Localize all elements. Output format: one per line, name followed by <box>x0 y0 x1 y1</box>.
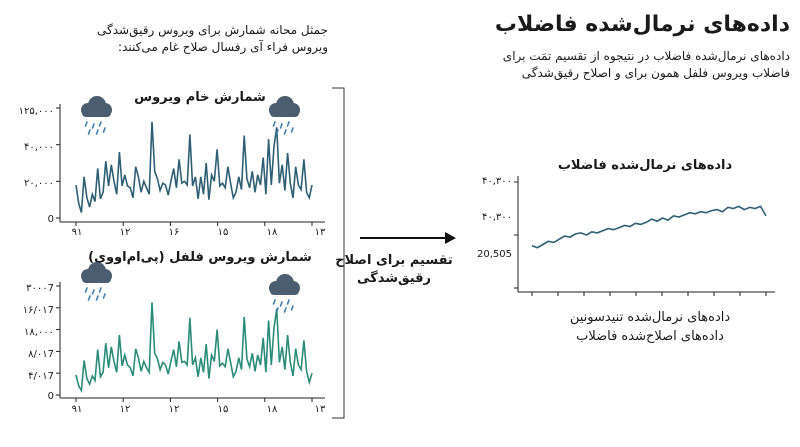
chart2-xtick: ۱۳ <box>314 404 326 415</box>
bracket-line <box>332 87 345 419</box>
chart3-series-line <box>531 205 767 249</box>
chart2-ytick: ۳۰۰۰7 <box>26 283 54 294</box>
chart1-xtick: ۱۸ <box>266 227 278 238</box>
chart1-ytick: ۲۰,۰۰۰ <box>23 178 54 189</box>
chart3-ytick: ۴۰,۳۰۰ <box>481 212 512 223</box>
page-title: داده‌های نرمال‌شده فاضلاب <box>494 12 790 37</box>
desc-line-1: داده‌های نرمال‌شده فاضلاب در نتیجوه از ت… <box>502 49 790 63</box>
chart3-ytick: 20,505 <box>477 249 512 260</box>
chart1-xtick: ۹۱ <box>71 227 83 238</box>
chart2-ytick: ۱۶/۰۱7 <box>22 305 54 316</box>
raw-count-chart-title: شمارش خام ویروس <box>134 90 266 105</box>
arrow-label-line-2: رقیق‌شدگی <box>356 271 432 286</box>
pmmov-chart-title: شمارش ویروس فلفل (پی‌ام‌اووی) <box>88 250 312 265</box>
chart2-series-line <box>75 302 313 394</box>
chart1-ytick: ۱۲۵,۰۰۰ <box>18 106 54 117</box>
chart1-xtick: ۱۶ <box>168 227 180 238</box>
arrow-label-line-1: تقسیم برای اصلاح <box>335 253 453 268</box>
chart2-ytick: ۸/۰۱7 <box>28 349 54 360</box>
chart1-xtick: ۱۳ <box>314 227 326 238</box>
arrow-label: تقسیم برای اصلاح رقیق‌شدگی <box>333 252 455 288</box>
chart1-xtick: ۱۵ <box>217 227 229 238</box>
legend-line-1: داده‌های نرمال‌شده تنیدسونین <box>569 310 731 325</box>
chart1-series-line <box>75 121 313 213</box>
chart2-xtick: ۱۸ <box>266 404 278 415</box>
chart1-xtick: ۱۲ <box>119 227 131 238</box>
chart1-ytick: 0 <box>47 214 54 225</box>
rain-cloud-icon <box>81 262 112 301</box>
intro-line-1: جمثل محانه شمارش برای ویروس رقیق‌شدگی <box>97 23 328 37</box>
chart2-ytick: ۱۸,۰۰۰ <box>23 327 54 338</box>
chart2-ytick: 0 <box>47 391 54 402</box>
chart2-ytick: ۴/۰۱7 <box>28 371 54 382</box>
normalized-chart-title: داده‌های نرمال‌شده فاضلاب <box>557 158 733 173</box>
intro-line-2: ویروس فراء آی رفسال صلاح غام می‌کنند: <box>118 40 328 54</box>
rain-cloud-icon <box>269 274 300 313</box>
chart3-ytick: ۴۰,۳۰۰ <box>481 176 512 187</box>
normalized-legend: داده‌های نرمال‌شده تنیدسونین داده‌های اص… <box>520 308 780 346</box>
intro-text: جمثل محانه شمارش برای ویروس رقیق‌شدگی وی… <box>60 22 328 56</box>
right-description: داده‌های نرمال‌شده فاضلاب در نتیجوه از ت… <box>440 48 790 82</box>
chart2-xtick: ۱۵ <box>217 404 229 415</box>
desc-line-2: فاضلاب ویروس فلفل همون برای و اصلاح رقیق… <box>521 66 790 80</box>
chart2-xtick: ۱۲ <box>168 404 180 415</box>
chart1-ytick: ۴۰,۰۰۰ <box>23 142 54 153</box>
chart2-xtick: ۱۲ <box>119 404 131 415</box>
legend-line-2: داده‌های اصلاح‌شده فاضلاب <box>576 329 724 344</box>
rain-cloud-icon <box>269 96 300 135</box>
chart2-xtick: ۹۱ <box>71 404 83 415</box>
arrow-head-icon <box>445 232 456 244</box>
rain-cloud-icon <box>81 96 112 135</box>
